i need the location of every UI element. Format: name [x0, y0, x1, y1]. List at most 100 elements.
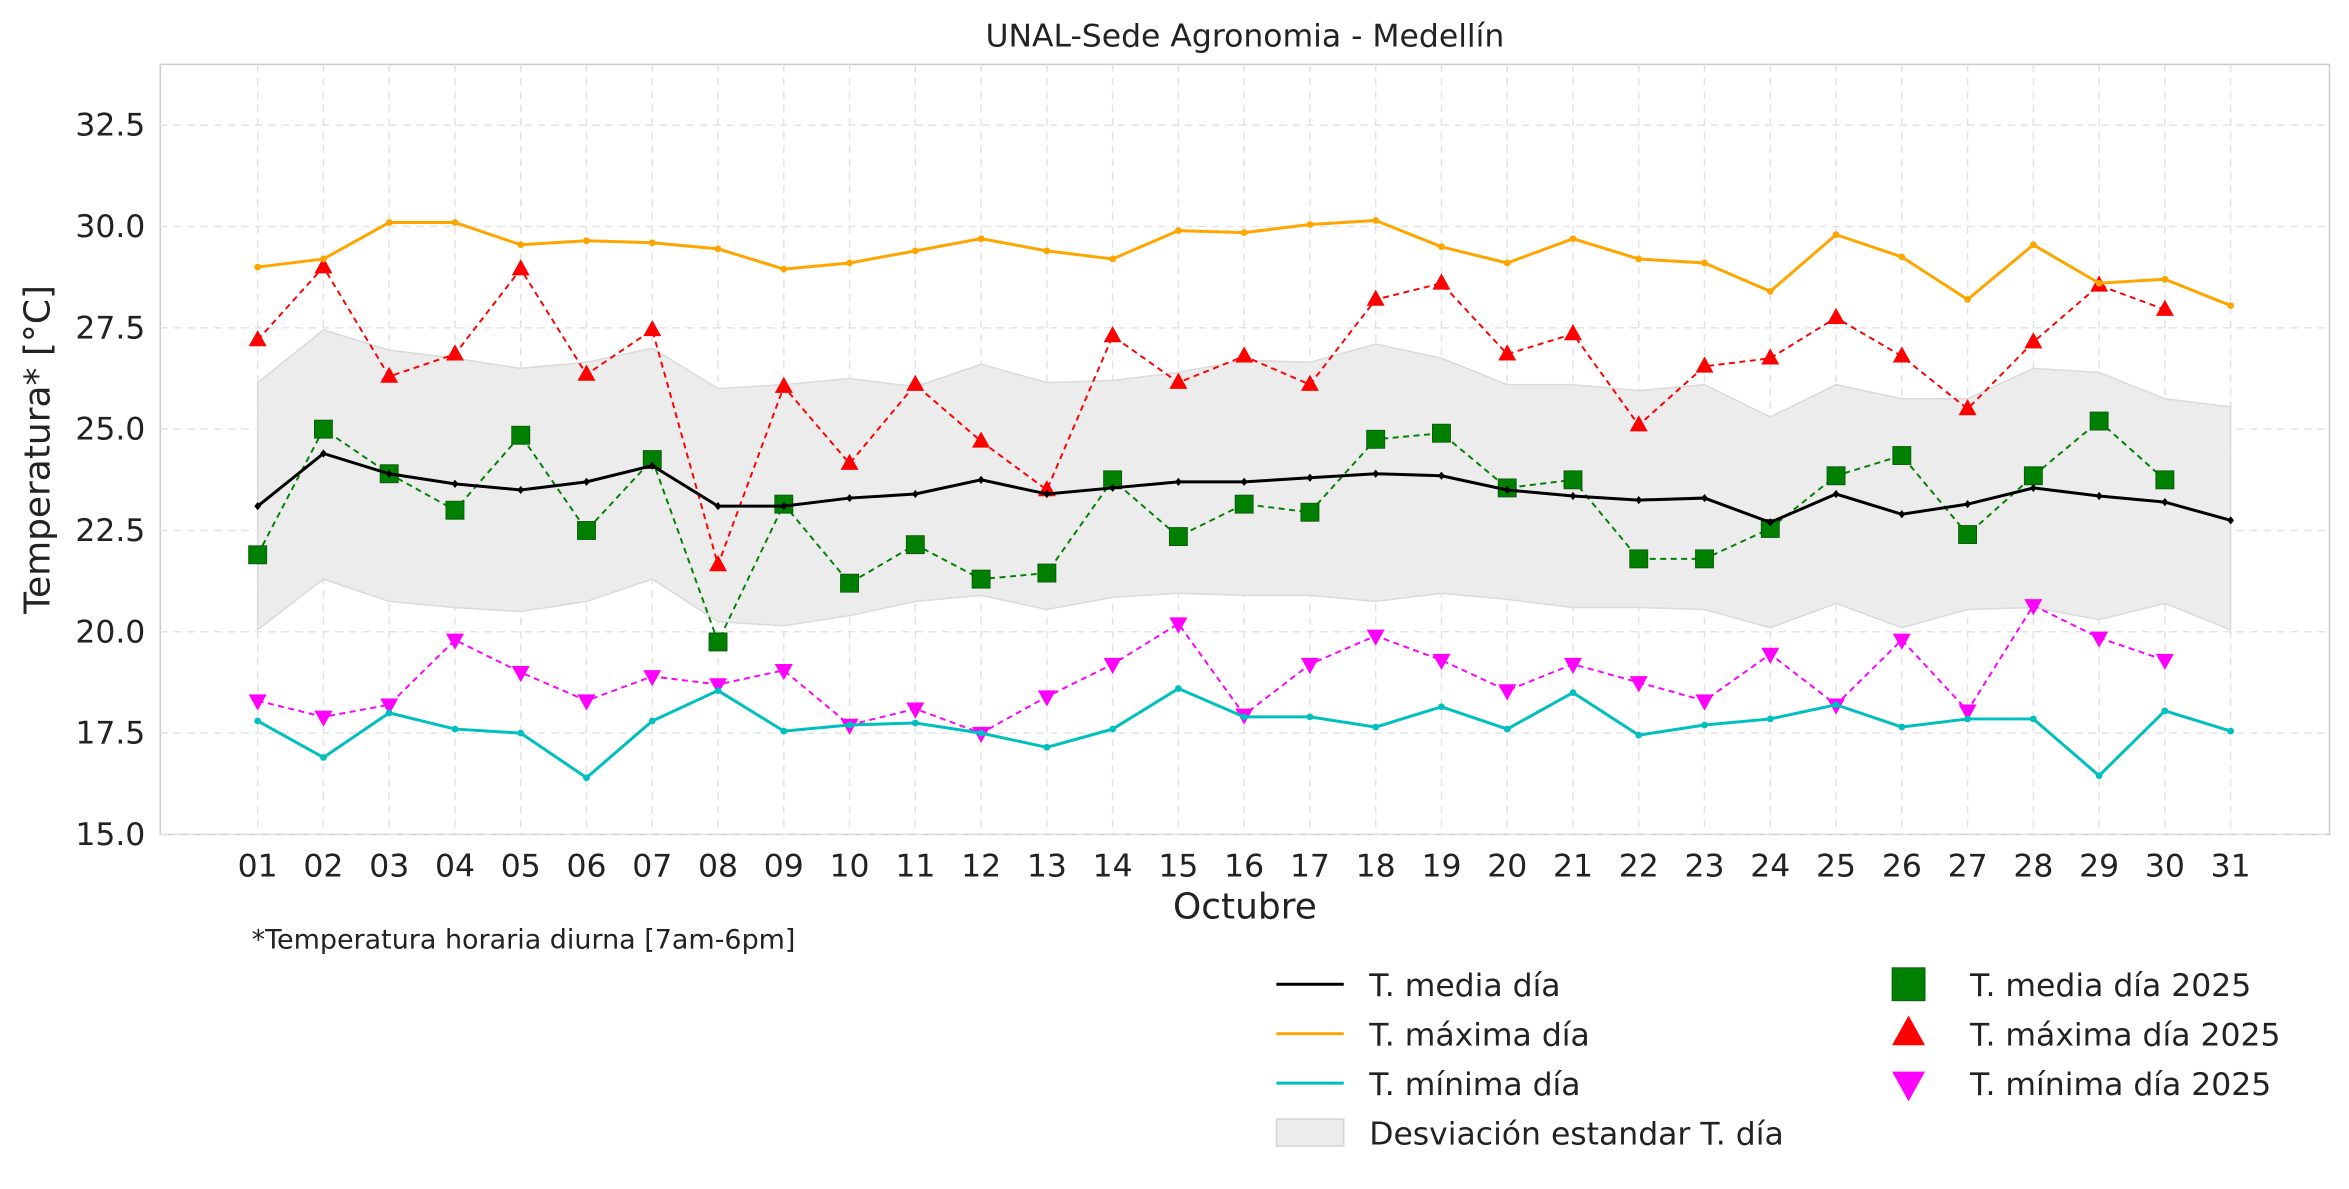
- data-point: [643, 319, 662, 337]
- x-tick-label: 19: [1421, 848, 1461, 884]
- x-tick-label: 26: [1882, 848, 1922, 884]
- legend-label: T. mínima día: [1368, 1067, 1580, 1103]
- data-point: [1766, 288, 1774, 295]
- data-point: [517, 729, 525, 737]
- data-point: [1695, 694, 1714, 711]
- data-point: [1498, 344, 1517, 361]
- data-point: [846, 259, 853, 267]
- data-point: [1043, 489, 1051, 499]
- data-point: [971, 569, 991, 589]
- y-tick-label: 25.0: [75, 412, 145, 448]
- x-tick-label: 04: [435, 848, 475, 884]
- y-axis-label: Temperatura* [°C]: [17, 285, 58, 615]
- data-point: [1169, 372, 1188, 389]
- data-point: [583, 774, 590, 782]
- data-point: [248, 545, 268, 565]
- data-point: [846, 493, 853, 503]
- data-point: [1832, 231, 1840, 239]
- data-point: [2095, 279, 2103, 287]
- data-point: [2029, 483, 2037, 493]
- x-tick-label: 18: [1356, 848, 1396, 884]
- data-point: [1503, 725, 1511, 733]
- data-point: [643, 670, 662, 687]
- data-point: [1892, 446, 1912, 465]
- data-point: [905, 535, 925, 555]
- data-point: [2155, 470, 2175, 490]
- y-tick-label: 17.5: [75, 716, 145, 752]
- data-point: [1832, 701, 1840, 709]
- data-point: [248, 330, 267, 347]
- data-point: [2024, 332, 2043, 349]
- data-point: [1832, 489, 1840, 499]
- series-t-m-nima-d-a: [254, 685, 2235, 782]
- data-point: [1300, 374, 1319, 391]
- x-tick-label: 09: [764, 848, 804, 884]
- x-tick-label: 14: [1093, 848, 1133, 884]
- data-point: [1498, 684, 1517, 701]
- y-tick-label: 20.0: [75, 614, 145, 650]
- data-point: [1300, 657, 1319, 675]
- data-point: [977, 475, 985, 484]
- data-point: [774, 664, 793, 681]
- data-point: [2024, 599, 2043, 616]
- data-point: [1564, 324, 1582, 341]
- data-point: [1366, 289, 1385, 306]
- data-point: [1964, 715, 1971, 723]
- data-point: [1964, 500, 1971, 509]
- y-tick-label: 30.0: [75, 209, 145, 245]
- x-axis-label: Octubre: [1173, 886, 1317, 927]
- data-point: [1043, 743, 1051, 751]
- x-tick-label: 06: [566, 848, 606, 884]
- legend-band-swatch: [1275, 1118, 1345, 1147]
- data-point: [1168, 527, 1188, 547]
- data-point: [517, 485, 525, 495]
- data-point: [2095, 772, 2103, 780]
- legend-label: T. media día 2025: [1969, 968, 2251, 1004]
- x-tick-label: 05: [501, 848, 541, 884]
- data-point: [1635, 731, 1643, 739]
- data-point: [708, 632, 728, 652]
- y-tick-label: 22.5: [75, 513, 145, 549]
- legend-marker: [1892, 1015, 1926, 1046]
- x-tick-label: 17: [1290, 848, 1330, 884]
- data-point: [445, 500, 465, 520]
- series-line: [256, 265, 2166, 569]
- data-point: [774, 376, 793, 393]
- data-point: [1235, 346, 1254, 363]
- data-point: [1761, 647, 1780, 664]
- x-tick-label: 25: [1816, 848, 1856, 884]
- data-point: [911, 719, 919, 727]
- data-point: [714, 245, 722, 253]
- data-point: [2227, 727, 2235, 735]
- series-t-media-d-a: [254, 449, 2235, 527]
- x-tick-label: 11: [895, 848, 935, 884]
- data-point: [714, 687, 722, 694]
- series-t-m-xima-d-a-2025: [248, 257, 2174, 572]
- data-point: [2161, 707, 2169, 715]
- data-point: [1898, 723, 1906, 731]
- x-tick-label: 29: [2079, 848, 2119, 884]
- data-point: [714, 502, 722, 511]
- data-point: [1103, 326, 1122, 343]
- x-tick-label: 24: [1750, 848, 1790, 884]
- x-tick-label: 07: [632, 848, 672, 884]
- data-point: [1037, 563, 1057, 583]
- data-point: [1635, 495, 1643, 505]
- data-point: [1503, 485, 1511, 495]
- data-point: [583, 237, 590, 245]
- data-point: [577, 364, 596, 381]
- data-point: [1827, 307, 1846, 325]
- data-point: [385, 469, 393, 478]
- data-point: [1043, 247, 1051, 255]
- data-point: [1701, 721, 1708, 729]
- data-point: [1372, 469, 1380, 478]
- data-point: [1629, 676, 1648, 693]
- x-tick-label: 12: [961, 848, 1001, 884]
- legend-label: T. máxima día 2025: [1969, 1018, 2281, 1054]
- data-point: [254, 263, 262, 271]
- x-tick-label: 02: [303, 848, 343, 884]
- data-point: [1761, 348, 1780, 365]
- data-point: [583, 477, 590, 486]
- data-point: [906, 374, 925, 391]
